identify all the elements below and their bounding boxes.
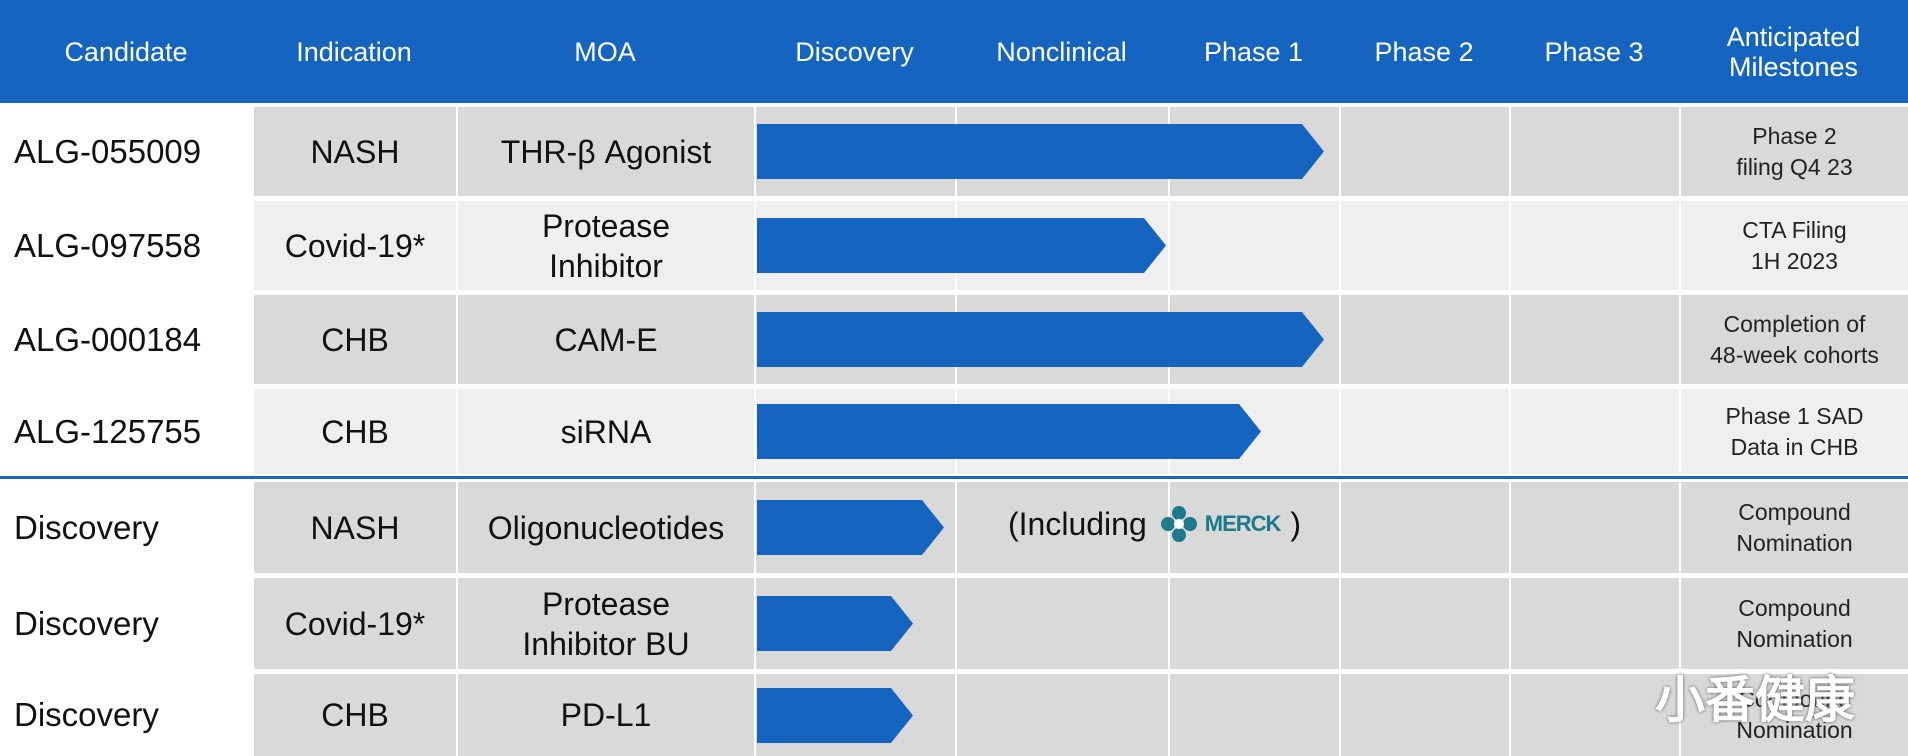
progress-arrow — [757, 404, 1261, 459]
merck-logo-text: MERCK — [1204, 511, 1282, 536]
indication-cell: Covid-19* — [254, 578, 456, 669]
column-header: Phase 1 — [1203, 36, 1304, 67]
stage-cell — [957, 674, 1168, 756]
stage-cell — [1341, 578, 1509, 669]
column-header: Candidate — [64, 36, 188, 67]
column-header: Phase 3 — [1544, 36, 1644, 67]
indication-cell: CHB — [254, 295, 456, 384]
candidate-cell: Discovery — [0, 578, 252, 669]
column-header: Anticipated Milestones — [1726, 21, 1861, 82]
progress-arrow — [757, 218, 1166, 273]
candidate-cell: ALG-000184 — [0, 295, 252, 384]
indication-cell: CHB — [254, 674, 456, 756]
stage-cell — [1511, 295, 1679, 384]
milestone-cell: Phase 2 filing Q4 23 — [1681, 107, 1908, 196]
column-header: Phase 2 — [1374, 36, 1474, 67]
stage-cell — [1341, 482, 1509, 573]
moa-cell: Protease Inhibitor BU — [458, 578, 754, 669]
stage-cell — [1511, 482, 1679, 573]
note-prefix: (Including — [1008, 505, 1147, 542]
section-divider — [0, 476, 1908, 479]
indication-cell: CHB — [254, 389, 456, 474]
stage-cell — [1170, 201, 1339, 290]
stage-cell — [1511, 389, 1679, 474]
stage-cell — [957, 482, 1168, 573]
milestone-cell: Completion of 48-week cohorts — [1681, 295, 1908, 384]
stage-cell — [1341, 201, 1509, 290]
milestone-cell: Phase 1 SAD Data in CHB — [1681, 389, 1908, 474]
progress-arrow — [757, 687, 913, 743]
stage-cell — [1511, 107, 1679, 196]
moa-cell: Oligonucleotides — [458, 482, 754, 573]
stage-cell — [1341, 107, 1509, 196]
note-suffix: ) — [1290, 505, 1302, 542]
moa-cell: THR-β Agonist — [458, 107, 754, 196]
moa-cell: CAM-E — [458, 295, 754, 384]
milestone-cell: Compound Nomination — [1681, 482, 1908, 573]
merck-logo-icon — [1160, 506, 1197, 542]
watermark: 小番健康 — [1655, 672, 1855, 728]
candidate-cell: ALG-097558 — [0, 201, 252, 290]
stage-cell — [1170, 482, 1339, 573]
stage-cell — [1511, 578, 1679, 669]
candidate-cell: ALG-125755 — [0, 389, 252, 474]
stage-cell — [1511, 674, 1679, 756]
stage-cell — [1170, 578, 1339, 669]
stage-cell — [1341, 389, 1509, 474]
progress-arrow — [757, 596, 913, 651]
column-header: MOA — [574, 36, 636, 67]
candidate-cell: Discovery — [0, 674, 252, 756]
progress-arrow — [757, 312, 1324, 367]
column-header: Discovery — [795, 36, 914, 67]
stage-cell — [1341, 674, 1509, 756]
stage-cell — [1341, 295, 1509, 384]
milestone-cell: Compound Nomination — [1681, 578, 1908, 669]
candidate-cell: Discovery — [0, 482, 252, 573]
merck-note: (Including MERCK ) — [1008, 494, 1301, 554]
stage-cell — [957, 578, 1168, 669]
candidate-cell: ALG-055009 — [0, 107, 252, 196]
indication-cell: Covid-19* — [254, 201, 456, 290]
column-header: Indication — [296, 36, 412, 67]
milestone-cell: Compound Nomination — [1681, 674, 1908, 756]
milestone-cell: CTA Filing 1H 2023 — [1681, 201, 1908, 290]
moa-cell: PD-L1 — [458, 674, 754, 756]
header-bar — [0, 0, 1908, 103]
moa-cell: siRNA — [458, 389, 754, 474]
progress-arrow — [757, 124, 1324, 179]
moa-cell: Protease Inhibitor — [458, 201, 754, 290]
indication-cell: NASH — [254, 107, 456, 196]
stage-cell — [1170, 674, 1339, 756]
progress-arrow — [757, 500, 944, 555]
indication-cell: NASH — [254, 482, 456, 573]
column-header: Nonclinical — [996, 36, 1127, 67]
stage-cell — [1511, 201, 1679, 290]
